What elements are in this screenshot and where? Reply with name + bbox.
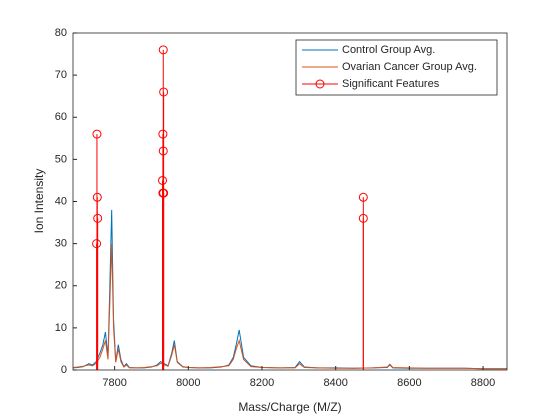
y-tick-label: 0 (61, 364, 67, 376)
stem-marker (159, 188, 169, 198)
stem-marker (158, 146, 168, 156)
y-tick-label: 30 (55, 238, 67, 250)
plot-area (73, 45, 507, 370)
stem-marker (358, 213, 368, 223)
legend-label: Ovarian Cancer Group Avg. (342, 61, 477, 73)
legend-label: Significant Features (342, 78, 440, 90)
x-tick-label: 8600 (397, 377, 421, 389)
stem-marker (92, 129, 102, 139)
y-tick-label: 50 (55, 153, 67, 165)
stem-marker (158, 129, 168, 139)
axes-box (72, 32, 508, 371)
stem-marker (358, 192, 368, 202)
y-tick-label: 20 (55, 280, 67, 292)
legend-label: Control Group Avg. (342, 44, 435, 56)
x-tick-label: 8000 (176, 377, 200, 389)
x-tick-label: 8400 (323, 377, 347, 389)
y-tick-label: 60 (55, 111, 67, 123)
x-tick-label: 7800 (102, 377, 126, 389)
y-tick-label: 70 (55, 69, 67, 81)
stem-marker (92, 192, 102, 202)
stem-marker (158, 175, 168, 185)
stem-marker (159, 87, 169, 97)
x-axis-label: Mass/Charge (M/Z) (238, 400, 341, 414)
x-tick-label: 8800 (471, 377, 495, 389)
stem-marker (92, 239, 102, 249)
legend-marker (315, 79, 325, 89)
stem-marker (93, 213, 103, 223)
y-tick-label: 10 (55, 322, 67, 334)
y-axis-label: Ion Intensity (32, 169, 46, 234)
y-tick-label: 80 (55, 27, 67, 39)
stem-marker (158, 45, 168, 55)
x-tick-label: 8200 (250, 377, 274, 389)
y-tick-label: 40 (55, 195, 67, 207)
